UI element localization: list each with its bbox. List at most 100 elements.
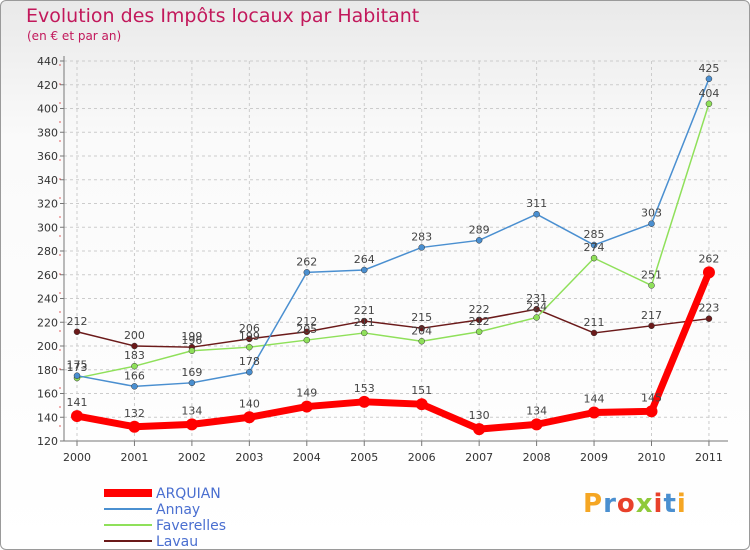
x-tick-label: 2009 — [580, 451, 608, 464]
data-label-arquian: 145 — [641, 391, 662, 404]
data-point-annay — [246, 368, 253, 376]
data-label-lavau: 200 — [124, 329, 145, 342]
data-point-faverelles — [246, 343, 253, 351]
data-point-arquian — [473, 423, 486, 436]
data-point-arquian — [300, 400, 313, 413]
data-point-lavau — [590, 329, 598, 337]
data-label-arquian: 141 — [67, 396, 88, 409]
data-point-faverelles — [705, 100, 713, 107]
logo-letter: P — [583, 489, 604, 519]
data-label-annay: 311 — [526, 197, 547, 210]
y-tick-label: 280 — [37, 245, 58, 258]
data-label-lavau: 215 — [411, 311, 432, 324]
legend-label-annay: Annay — [156, 502, 200, 518]
y-tick-label: 360 — [37, 150, 58, 163]
data-label-lavau: 222 — [469, 303, 490, 316]
y-tick-label: 440 — [37, 55, 58, 68]
x-tick-label: 2000 — [63, 451, 91, 464]
data-label-annay: 166 — [124, 369, 145, 382]
data-point-arquian — [530, 418, 543, 431]
x-tick-label: 2004 — [293, 451, 321, 464]
data-label-annay: 262 — [296, 255, 317, 268]
y-tick-label: 300 — [37, 221, 58, 234]
data-point-lavau — [303, 328, 311, 335]
data-point-arquian — [71, 410, 83, 423]
data-label-lavau: 212 — [296, 315, 317, 328]
data-label-arquian: 153 — [354, 382, 375, 395]
x-tick-label: 2008 — [523, 451, 551, 464]
data-point-arquian — [128, 420, 141, 433]
data-point-faverelles — [590, 254, 598, 262]
data-point-lavau — [418, 324, 425, 332]
y-tick-label: 180 — [37, 364, 58, 377]
chart-subtitle: (en € et par an) — [27, 29, 122, 43]
data-label-lavau: 221 — [354, 304, 375, 317]
data-label-lavau: 199 — [181, 330, 202, 343]
data-point-annay — [303, 269, 311, 276]
data-point-lavau — [361, 317, 368, 325]
y-tick-label: 380 — [37, 126, 58, 139]
data-point-lavau — [131, 342, 138, 350]
data-label-lavau: 212 — [67, 315, 88, 328]
x-tick-label: 2007 — [465, 451, 493, 464]
data-label-arquian: 134 — [526, 404, 547, 417]
data-label-annay: 289 — [469, 223, 490, 236]
logo-letter: o — [616, 489, 636, 519]
data-point-arquian — [358, 395, 371, 408]
series-layer — [71, 75, 715, 436]
data-label-arquian: 151 — [411, 384, 432, 397]
y-tick-label: 260 — [37, 269, 58, 282]
data-label-faverelles: 211 — [354, 316, 375, 329]
data-point-annay — [361, 266, 368, 274]
data-label-arquian: 262 — [698, 252, 719, 265]
data-label-faverelles: 404 — [698, 87, 719, 100]
data-point-arquian — [588, 406, 601, 419]
data-label-lavau: 223 — [698, 302, 719, 315]
data-point-arquian — [645, 405, 658, 418]
data-label-faverelles: 251 — [641, 268, 662, 281]
logo-letter: i — [676, 489, 687, 519]
x-tick-label: 2001 — [120, 451, 148, 464]
y-tick-label: 340 — [37, 174, 58, 187]
data-label-lavau: 217 — [641, 309, 662, 322]
legend-label-lavau: Lavau — [156, 534, 198, 550]
data-point-annay — [533, 210, 540, 218]
data-label-faverelles: 173 — [67, 361, 88, 374]
data-label-annay: 169 — [181, 366, 202, 379]
x-tick-label: 2006 — [408, 451, 436, 464]
data-point-faverelles — [648, 282, 655, 289]
logo-letter: r — [603, 489, 617, 519]
x-tick-label: 2010 — [638, 451, 666, 464]
data-point-annay — [590, 241, 598, 249]
data-label-annay: 425 — [698, 62, 719, 75]
data-label-lavau: 206 — [239, 322, 260, 335]
data-label-lavau: 231 — [526, 292, 547, 305]
data-label-arquian: 132 — [124, 407, 145, 420]
data-point-annay — [131, 383, 138, 390]
data-point-faverelles — [533, 314, 540, 321]
y-tick-label: 240 — [37, 293, 58, 306]
data-point-lavau — [705, 315, 713, 322]
data-label-arquian: 144 — [584, 393, 605, 406]
grid-layer — [64, 60, 728, 442]
y-tick-label: 120 — [37, 435, 58, 448]
data-point-lavau — [648, 322, 655, 330]
y-tick-label: 400 — [37, 103, 58, 116]
x-tick-label: 2002 — [178, 451, 206, 464]
data-point-faverelles — [131, 362, 138, 370]
data-point-lavau — [73, 328, 81, 335]
data-label-annay: 178 — [239, 355, 260, 368]
data-label-arquian: 149 — [296, 387, 317, 400]
legend-label-faverelles: Faverelles — [156, 518, 226, 534]
logo-letter: t — [663, 489, 677, 519]
data-point-arquian — [185, 418, 198, 431]
x-tick-label: 2005 — [350, 451, 378, 464]
data-point-annay — [418, 244, 425, 251]
data-point-arquian — [243, 411, 256, 424]
data-point-arquian — [702, 266, 715, 279]
data-label-faverelles: 274 — [584, 241, 605, 254]
y-tick-label: 200 — [37, 340, 58, 353]
data-point-annay — [475, 237, 483, 244]
series-line-arquian — [73, 268, 713, 433]
